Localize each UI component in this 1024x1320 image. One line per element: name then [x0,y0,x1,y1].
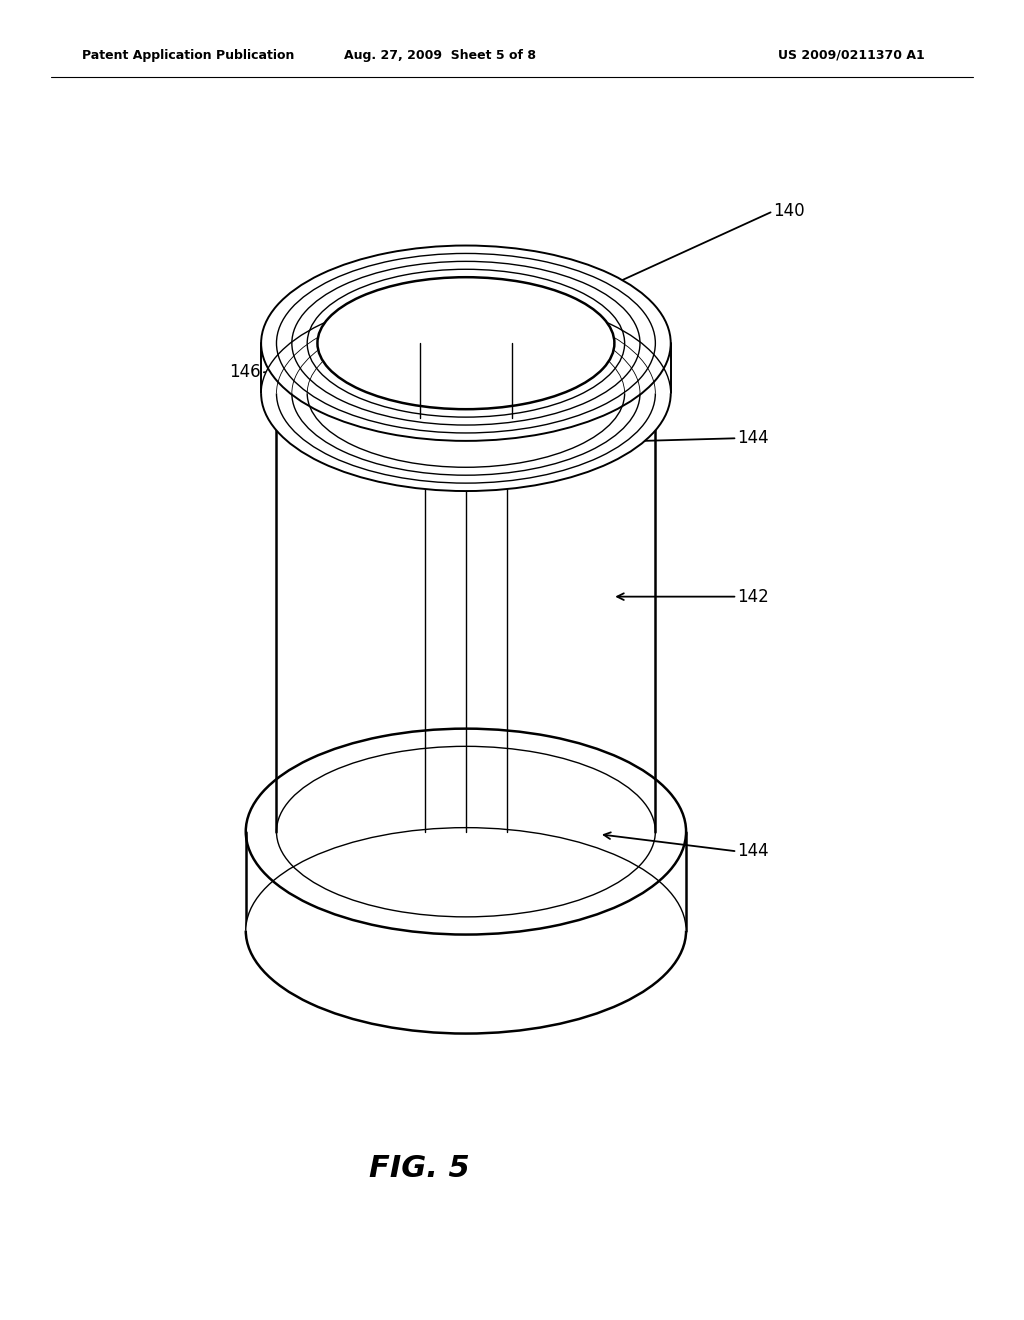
Ellipse shape [261,296,671,491]
Text: 144: 144 [737,842,769,861]
Text: Aug. 27, 2009  Sheet 5 of 8: Aug. 27, 2009 Sheet 5 of 8 [344,49,537,62]
Text: FIG. 5: FIG. 5 [369,1154,469,1183]
Text: 140: 140 [773,202,805,220]
Ellipse shape [261,246,671,441]
Text: Patent Application Publication: Patent Application Publication [82,49,294,62]
Text: 144: 144 [737,429,769,447]
Ellipse shape [246,828,686,1034]
Ellipse shape [317,277,614,409]
Ellipse shape [276,317,655,858]
Text: 146: 146 [229,363,261,381]
Ellipse shape [246,729,686,935]
Text: 142: 142 [737,587,769,606]
Text: US 2009/0211370 A1: US 2009/0211370 A1 [778,49,925,62]
